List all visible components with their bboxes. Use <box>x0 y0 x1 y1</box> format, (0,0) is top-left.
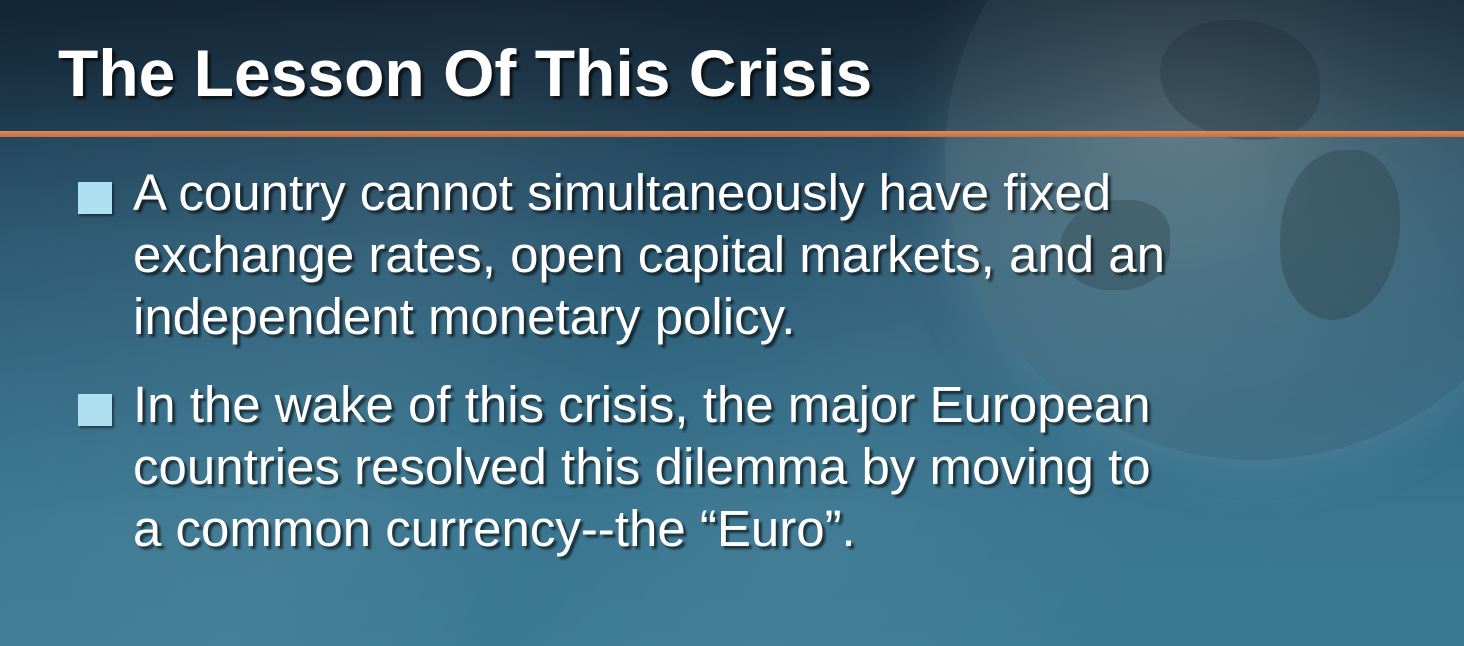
square-bullet-icon <box>78 394 112 426</box>
bullet-line: independent monetary policy. <box>133 288 796 345</box>
bullet-line: exchange rates, open capital markets, an… <box>133 226 1165 283</box>
bullet-line: a common currency--the “Euro”. <box>133 500 856 557</box>
square-bullet-icon <box>78 182 112 214</box>
title-band <box>0 0 1464 132</box>
globe-landmass <box>1060 200 1170 290</box>
bullet-line: A country cannot simultaneously have fix… <box>133 164 1112 221</box>
bullet-line: In the wake of this crisis, the major Eu… <box>133 376 1151 433</box>
bullet-item: In the wake of this crisis, the major Eu… <box>78 374 1448 560</box>
title-divider <box>0 131 1464 137</box>
bullet-list: A country cannot simultaneously have fix… <box>78 162 1448 560</box>
bullet-item: A country cannot simultaneously have fix… <box>78 162 1448 348</box>
slide-title: The Lesson Of This Crisis <box>58 36 873 110</box>
bullet-line: countries resolved this dilemma by movin… <box>133 438 1151 495</box>
